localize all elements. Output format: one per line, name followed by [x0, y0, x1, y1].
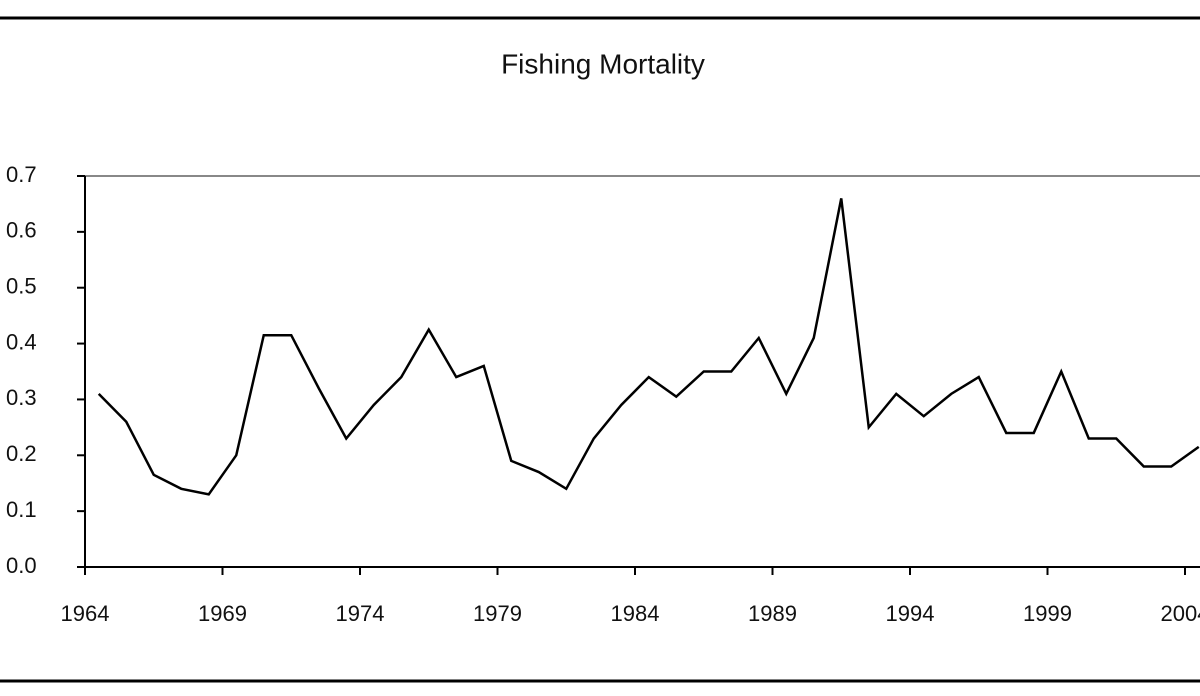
y-tick-label: 0.0: [6, 553, 37, 578]
y-tick-label: 0.4: [6, 329, 37, 354]
x-tick-label: 1999: [1023, 601, 1072, 626]
y-tick-label: 0.6: [6, 218, 37, 243]
x-tick-label: 1969: [198, 601, 247, 626]
x-tick-label: 2004: [1161, 601, 1200, 626]
x-tick-label: 1974: [336, 601, 385, 626]
x-tick-label: 1989: [748, 601, 797, 626]
x-tick-label: 1964: [61, 601, 110, 626]
y-tick-label: 0.2: [6, 441, 37, 466]
y-tick-label: 0.3: [6, 385, 37, 410]
y-tick-label: 0.5: [6, 274, 37, 299]
y-tick-label: 0.7: [6, 162, 37, 187]
x-tick-label: 1994: [886, 601, 935, 626]
chart-title: Fishing Mortality: [501, 48, 705, 79]
x-tick-label: 1984: [611, 601, 660, 626]
y-tick-label: 0.1: [6, 497, 37, 522]
data-line: [97, 198, 1200, 496]
x-tick-label: 1979: [473, 601, 522, 626]
